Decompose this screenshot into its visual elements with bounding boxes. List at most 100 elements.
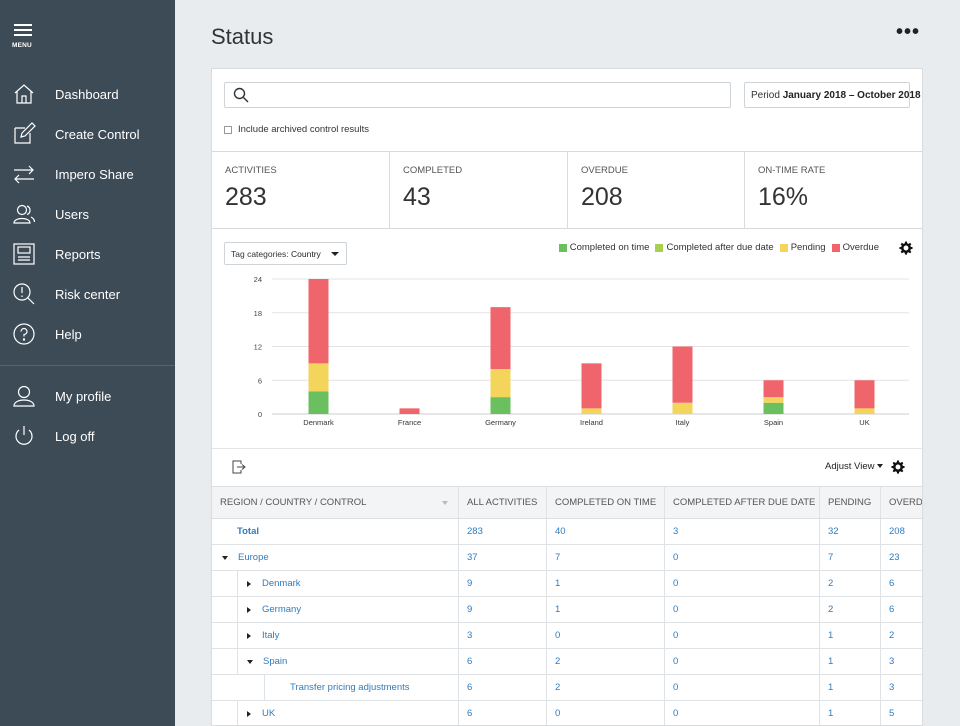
column-header-completed-on-time[interactable]: COMPLETED ON TIME bbox=[546, 487, 664, 518]
sidebar-item-dashboard[interactable]: Dashboard bbox=[0, 74, 175, 114]
expand-caret-icon[interactable] bbox=[247, 632, 251, 639]
search-input[interactable] bbox=[255, 85, 725, 105]
sidebar-item-users[interactable]: Users bbox=[0, 194, 175, 234]
period-selector[interactable]: Period January 2018 – October 2018 bbox=[744, 82, 921, 108]
legend-item-pending[interactable]: Pending bbox=[779, 242, 826, 253]
cell-value-link[interactable]: 3 bbox=[673, 526, 679, 537]
row-name-link[interactable]: UK bbox=[262, 708, 276, 719]
bar-segment[interactable] bbox=[581, 408, 602, 414]
legend-item-overdue[interactable]: Overdue bbox=[831, 242, 879, 253]
bar-segment[interactable] bbox=[672, 346, 693, 403]
chart-settings-gear-icon[interactable] bbox=[899, 241, 913, 255]
export-icon[interactable] bbox=[232, 460, 246, 474]
cell-value-link[interactable]: 0 bbox=[673, 708, 679, 719]
cell-value-link[interactable]: 2 bbox=[555, 656, 561, 667]
column-header-region[interactable]: REGION / COUNTRY / CONTROL bbox=[212, 487, 458, 518]
table-row[interactable]: Transfer pricing adjustments 6 2 0 1 3 bbox=[212, 675, 922, 701]
bar-segment[interactable] bbox=[308, 363, 329, 392]
sidebar-item-log-off[interactable]: Log off bbox=[0, 416, 175, 456]
tag-category-select[interactable]: Tag categories: Country bbox=[224, 242, 347, 265]
sidebar-item-impero-share[interactable]: Impero Share bbox=[0, 154, 175, 194]
row-name-link[interactable]: Europe bbox=[238, 552, 269, 563]
cell-value-link[interactable]: 0 bbox=[673, 682, 679, 693]
sidebar-item-risk-center[interactable]: Risk center bbox=[0, 274, 175, 314]
cell-value-link[interactable]: 0 bbox=[673, 630, 679, 641]
bar-segment[interactable] bbox=[763, 397, 784, 403]
table-row[interactable]: Spain 6 2 0 1 3 bbox=[212, 649, 922, 675]
collapse-caret-icon[interactable] bbox=[222, 555, 228, 560]
cell-value-link[interactable]: 37 bbox=[467, 552, 478, 563]
cell-value-link[interactable]: 1 bbox=[555, 578, 561, 589]
bar-segment[interactable] bbox=[490, 369, 511, 398]
cell-value-link[interactable]: 3 bbox=[889, 656, 895, 667]
bar-segment[interactable] bbox=[399, 408, 420, 414]
cell-value-link[interactable]: 23 bbox=[889, 552, 900, 563]
sidebar-item-my-profile[interactable]: My profile bbox=[0, 376, 175, 416]
table-row[interactable]: Denmark 9 1 0 2 6 bbox=[212, 571, 922, 597]
row-name-link[interactable]: Transfer pricing adjustments bbox=[290, 682, 410, 693]
cell-value-link[interactable]: 40 bbox=[555, 526, 566, 537]
bar-segment[interactable] bbox=[672, 402, 693, 414]
cell-value-link[interactable]: 6 bbox=[467, 708, 473, 719]
column-header-overdue[interactable]: OVERD bbox=[880, 487, 922, 518]
cell-value-link[interactable]: 208 bbox=[889, 526, 905, 537]
table-row[interactable]: Germany 9 1 0 2 6 bbox=[212, 597, 922, 623]
row-name-link[interactable]: Denmark bbox=[262, 578, 301, 589]
column-header-pending[interactable]: PENDING bbox=[819, 487, 880, 518]
cell-value-link[interactable]: 1 bbox=[828, 630, 834, 641]
bar-segment[interactable] bbox=[854, 380, 875, 409]
cell-value-link[interactable]: 1 bbox=[828, 708, 834, 719]
cell-value-link[interactable]: 1 bbox=[828, 656, 834, 667]
table-row[interactable]: Italy 3 0 0 1 2 bbox=[212, 623, 922, 649]
column-header-completed-after-due[interactable]: COMPLETED AFTER DUE DATE bbox=[664, 487, 819, 518]
cell-value-link[interactable]: 3 bbox=[467, 630, 473, 641]
bar-segment[interactable] bbox=[763, 402, 784, 414]
sidebar-item-reports[interactable]: Reports bbox=[0, 234, 175, 274]
row-name-link[interactable]: Italy bbox=[262, 630, 280, 641]
cell-value-link[interactable]: 2 bbox=[828, 578, 834, 589]
sidebar-item-create-control[interactable]: Create Control bbox=[0, 114, 175, 154]
cell-value-link[interactable]: 0 bbox=[673, 578, 679, 589]
cell-value-link[interactable]: 9 bbox=[467, 578, 473, 589]
collapse-caret-icon[interactable] bbox=[247, 659, 253, 664]
search-box[interactable] bbox=[224, 82, 731, 108]
bar-segment[interactable] bbox=[763, 380, 784, 398]
cell-value-link[interactable]: 0 bbox=[555, 630, 561, 641]
bar-segment[interactable] bbox=[308, 279, 329, 364]
table-row[interactable]: Total 283 40 3 32 208 bbox=[212, 519, 922, 545]
cell-value-link[interactable]: 32 bbox=[828, 526, 839, 537]
cell-value-link[interactable]: 6 bbox=[467, 656, 473, 667]
cell-value-link[interactable]: 2 bbox=[555, 682, 561, 693]
bar-segment[interactable] bbox=[581, 363, 602, 409]
cell-value-link[interactable]: 6 bbox=[467, 682, 473, 693]
cell-value-link[interactable]: 6 bbox=[889, 578, 895, 589]
cell-value-link[interactable]: 1 bbox=[828, 682, 834, 693]
row-name-link[interactable]: Total bbox=[237, 526, 259, 537]
cell-value-link[interactable]: 283 bbox=[467, 526, 483, 537]
sidebar-item-help[interactable]: Help bbox=[0, 314, 175, 354]
more-options-button[interactable]: ••• bbox=[896, 21, 921, 43]
table-settings-gear-icon[interactable] bbox=[891, 460, 905, 474]
cell-value-link[interactable]: 3 bbox=[889, 682, 895, 693]
bar-segment[interactable] bbox=[854, 408, 875, 414]
bar-segment[interactable] bbox=[490, 307, 511, 369]
cell-value-link[interactable]: 5 bbox=[889, 708, 895, 719]
cell-value-link[interactable]: 0 bbox=[673, 604, 679, 615]
adjust-view-button[interactable]: Adjust View bbox=[825, 461, 884, 472]
include-archived-checkbox[interactable] bbox=[224, 125, 232, 134]
cell-value-link[interactable]: 2 bbox=[889, 630, 895, 641]
bar-segment[interactable] bbox=[308, 391, 329, 415]
bar-segment[interactable] bbox=[490, 397, 511, 414]
table-row[interactable]: UK 6 0 0 1 5 bbox=[212, 701, 922, 725]
expand-caret-icon[interactable] bbox=[247, 710, 251, 717]
expand-caret-icon[interactable] bbox=[247, 606, 251, 613]
cell-value-link[interactable]: 0 bbox=[673, 552, 679, 563]
expand-caret-icon[interactable] bbox=[247, 580, 251, 587]
cell-value-link[interactable]: 7 bbox=[555, 552, 561, 563]
cell-value-link[interactable]: 9 bbox=[467, 604, 473, 615]
table-row[interactable]: Europe 37 7 0 7 23 bbox=[212, 545, 922, 571]
cell-value-link[interactable]: 2 bbox=[828, 604, 834, 615]
legend-item-completed-on-time[interactable]: Completed on time bbox=[558, 242, 649, 253]
row-name-link[interactable]: Germany bbox=[262, 604, 302, 615]
cell-value-link[interactable]: 1 bbox=[555, 604, 561, 615]
